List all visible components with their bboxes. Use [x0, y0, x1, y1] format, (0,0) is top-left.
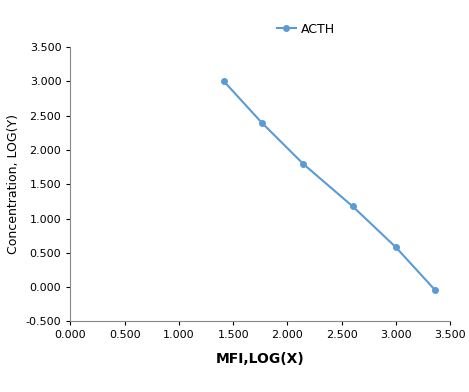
ACTH: [350, 204, 356, 209]
ACTH: [393, 245, 399, 250]
X-axis label: MFI,LOG(X): MFI,LOG(X): [216, 352, 305, 366]
ACTH: [432, 288, 438, 293]
Y-axis label: Concentration, LOG(Y): Concentration, LOG(Y): [7, 114, 20, 254]
ACTH: [221, 79, 227, 84]
Legend: ACTH: ACTH: [272, 18, 340, 41]
ACTH: [301, 162, 306, 166]
Line: ACTH: ACTH: [221, 78, 438, 293]
ACTH: [259, 120, 265, 125]
